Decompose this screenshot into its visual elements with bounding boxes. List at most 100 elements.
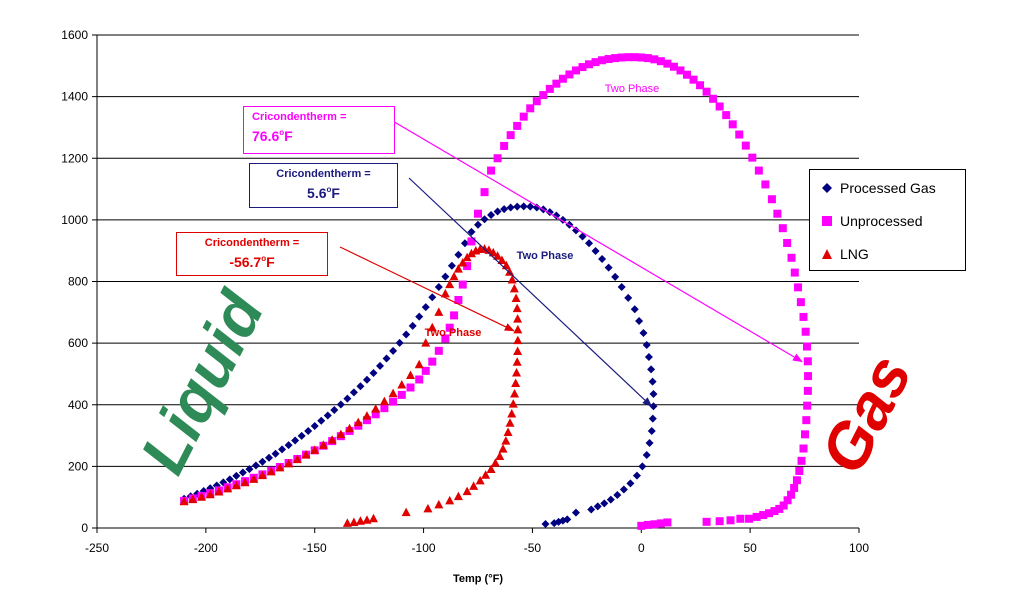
data-point bbox=[765, 509, 774, 518]
data-point bbox=[225, 475, 234, 484]
data-point bbox=[598, 56, 607, 65]
data-point bbox=[434, 283, 443, 292]
data-point bbox=[656, 57, 665, 66]
data-point bbox=[245, 465, 254, 474]
data-point bbox=[741, 141, 750, 150]
data-point bbox=[362, 416, 371, 425]
data-point bbox=[488, 247, 498, 257]
data-point bbox=[450, 311, 459, 320]
data-point bbox=[606, 495, 615, 504]
data-point bbox=[541, 519, 550, 528]
data-point bbox=[487, 166, 496, 175]
x-tick-label: -50 bbox=[524, 541, 542, 555]
data-point bbox=[467, 227, 476, 236]
data-point bbox=[336, 400, 345, 409]
data-point bbox=[650, 520, 659, 529]
data-point bbox=[642, 450, 651, 459]
data-point bbox=[709, 94, 718, 103]
data-point bbox=[643, 54, 652, 63]
data-point bbox=[598, 255, 607, 264]
data-point bbox=[545, 84, 554, 93]
data-point bbox=[214, 486, 224, 496]
square-icon bbox=[820, 213, 834, 229]
data-point bbox=[490, 458, 500, 467]
y-tick-label: 800 bbox=[68, 275, 88, 289]
data-point bbox=[275, 462, 285, 472]
data-point bbox=[356, 382, 365, 391]
data-point bbox=[611, 272, 620, 281]
cricondentherm-arrow bbox=[339, 246, 515, 332]
data-point bbox=[613, 491, 622, 500]
data-point bbox=[415, 375, 424, 384]
data-point bbox=[783, 496, 792, 505]
data-point bbox=[497, 255, 507, 265]
data-point bbox=[804, 372, 813, 381]
annotation-value: 5.6oF bbox=[307, 185, 340, 201]
data-point bbox=[238, 468, 247, 477]
legend-item-processed-gas: Processed Gas bbox=[820, 180, 936, 196]
data-point bbox=[454, 250, 463, 259]
data-point bbox=[474, 220, 482, 229]
data-point bbox=[495, 451, 505, 461]
series-lng bbox=[179, 244, 523, 527]
data-point bbox=[251, 461, 260, 470]
data-point bbox=[349, 388, 358, 397]
data-point bbox=[600, 499, 609, 508]
legend: Processed Gas Unprocessed LNG bbox=[809, 169, 966, 271]
data-point bbox=[257, 470, 267, 480]
data-point bbox=[526, 104, 535, 113]
data-point bbox=[643, 520, 652, 529]
data-point bbox=[604, 55, 613, 64]
data-point bbox=[249, 474, 259, 483]
data-point bbox=[330, 405, 339, 414]
data-point bbox=[408, 321, 417, 330]
data-point bbox=[264, 453, 273, 462]
data-point bbox=[639, 328, 648, 337]
data-point bbox=[663, 59, 672, 68]
data-point bbox=[507, 274, 517, 284]
data-point bbox=[803, 386, 812, 395]
data-point bbox=[428, 293, 437, 302]
data-point bbox=[376, 361, 385, 370]
data-point bbox=[644, 352, 653, 361]
data-point bbox=[513, 324, 523, 334]
data-point bbox=[591, 58, 600, 67]
data-point bbox=[508, 399, 518, 408]
data-point bbox=[445, 495, 455, 505]
annotation-labels: Two Phase Two Phase Two Phase bbox=[425, 83, 660, 339]
annotation-title: Cricondentherm = bbox=[276, 168, 371, 180]
data-point bbox=[783, 238, 792, 247]
data-point bbox=[368, 513, 378, 523]
data-point bbox=[507, 408, 517, 418]
data-point bbox=[676, 66, 685, 75]
data-point bbox=[519, 112, 528, 121]
data-point bbox=[650, 55, 659, 64]
data-point bbox=[318, 440, 328, 449]
data-point bbox=[447, 261, 456, 270]
data-point bbox=[506, 203, 515, 212]
data-point bbox=[401, 507, 411, 517]
data-point bbox=[310, 422, 319, 431]
region-label-liquid: Liquid bbox=[126, 279, 278, 484]
data-point bbox=[240, 477, 250, 487]
data-point bbox=[467, 237, 476, 246]
data-point bbox=[278, 445, 287, 454]
data-point bbox=[505, 267, 515, 276]
data-point bbox=[619, 485, 628, 494]
region-label-gas: Gas bbox=[806, 344, 925, 484]
data-point bbox=[803, 357, 812, 366]
data-point bbox=[702, 517, 711, 526]
data-point bbox=[414, 359, 424, 369]
data-point bbox=[571, 226, 580, 235]
data-point bbox=[434, 346, 443, 355]
region-labels: Liquid Gas bbox=[126, 279, 925, 484]
data-point bbox=[223, 483, 233, 493]
data-point bbox=[795, 466, 804, 475]
cricondentherm-arrow bbox=[390, 119, 803, 363]
data-point bbox=[310, 445, 320, 454]
data-point bbox=[463, 262, 472, 271]
data-point bbox=[441, 334, 450, 343]
